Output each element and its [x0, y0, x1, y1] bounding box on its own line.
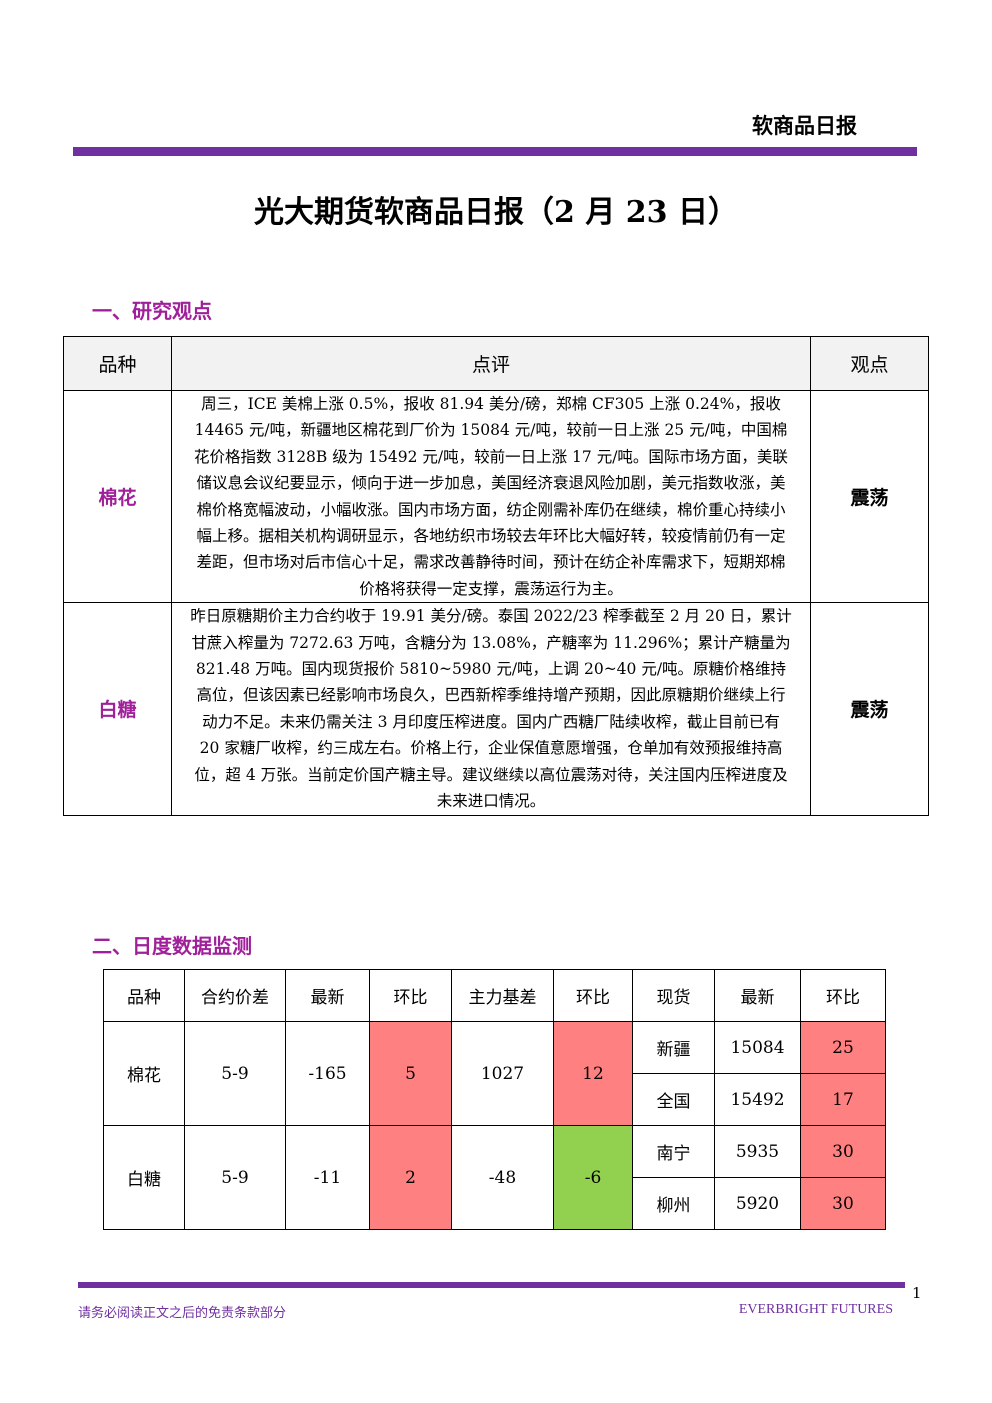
header-cell: 环比 — [553, 969, 633, 1022]
cell: 全国 — [632, 1073, 715, 1126]
header-cell: 点评 — [171, 336, 811, 391]
page-number: 1 — [912, 1284, 922, 1302]
cell: 白糖 — [103, 1125, 185, 1230]
cell: 12 — [553, 1021, 633, 1126]
cell: 新疆 — [632, 1021, 715, 1074]
cell: 30 — [800, 1177, 886, 1230]
footer-bar — [78, 1282, 905, 1288]
header-cell: 最新 — [714, 969, 801, 1022]
cell: 柳州 — [632, 1177, 715, 1230]
cell: 5 — [369, 1021, 452, 1126]
header-bar — [73, 147, 917, 156]
cell: 南宁 — [632, 1125, 715, 1178]
variety: 棉花 — [63, 389, 172, 604]
cell: 5920 — [714, 1177, 801, 1230]
section-heading: 二、日度数据监测 — [92, 934, 252, 958]
header-cell: 品种 — [63, 336, 172, 391]
header-cell: 观点 — [810, 336, 929, 391]
cell: 17 — [800, 1073, 886, 1126]
header-cell: 主力基差 — [451, 969, 554, 1022]
header-cell: 最新 — [285, 969, 370, 1022]
research-table: 品种 点评 观点 棉花 周三，ICE 美棉上涨 0.5%，报收 81.94 美分/磅，… — [63, 336, 929, 816]
cell: 1027 — [451, 1021, 554, 1126]
cell: 15492 — [714, 1073, 801, 1126]
header-cell: 现货 — [632, 969, 715, 1022]
cell: -48 — [451, 1125, 554, 1230]
cell: 15084 — [714, 1021, 801, 1074]
disclaimer: 请务必阅读正文之后的免责条款部分 — [78, 1306, 287, 1321]
header-cell: 环比 — [369, 969, 452, 1022]
variety: 白糖 — [63, 602, 172, 816]
header-label: 软商品日报 — [752, 113, 857, 138]
header-cell: 品种 — [103, 969, 185, 1022]
cell: 30 — [800, 1125, 886, 1178]
cell: 2 — [369, 1125, 452, 1230]
header-cell: 环比 — [800, 969, 886, 1022]
cell: 5935 — [714, 1125, 801, 1178]
cell: 25 — [800, 1021, 886, 1074]
comment: 昨日原糖期价主力合约收于 19.91 美分/磅。泰国 2022/23 榨季截至 … — [171, 602, 811, 816]
data-table: 品种 合约价差 最新 环比 主力基差 环比 现货 最新 环比 棉花 5-9 -1… — [103, 969, 886, 1230]
cell: -6 — [553, 1125, 633, 1230]
cell: 棉花 — [103, 1021, 185, 1126]
view: 震荡 — [810, 602, 929, 816]
comment: 周三，ICE 美棉上涨 0.5%，报收 81.94 美分/磅，郑棉 CF305 … — [171, 389, 811, 604]
title: 光大期货软商品日报（2 月 23 日） — [254, 195, 738, 230]
cell: -165 — [285, 1021, 370, 1126]
cell: -11 — [285, 1125, 370, 1230]
cell: 5-9 — [184, 1021, 286, 1126]
view: 震荡 — [810, 389, 929, 604]
company: EVERBRIGHT FUTURES — [738, 1302, 893, 1317]
cell: 5-9 — [184, 1125, 286, 1230]
header-cell: 合约价差 — [184, 969, 286, 1022]
section-heading: 一、研究观点 — [92, 299, 212, 323]
